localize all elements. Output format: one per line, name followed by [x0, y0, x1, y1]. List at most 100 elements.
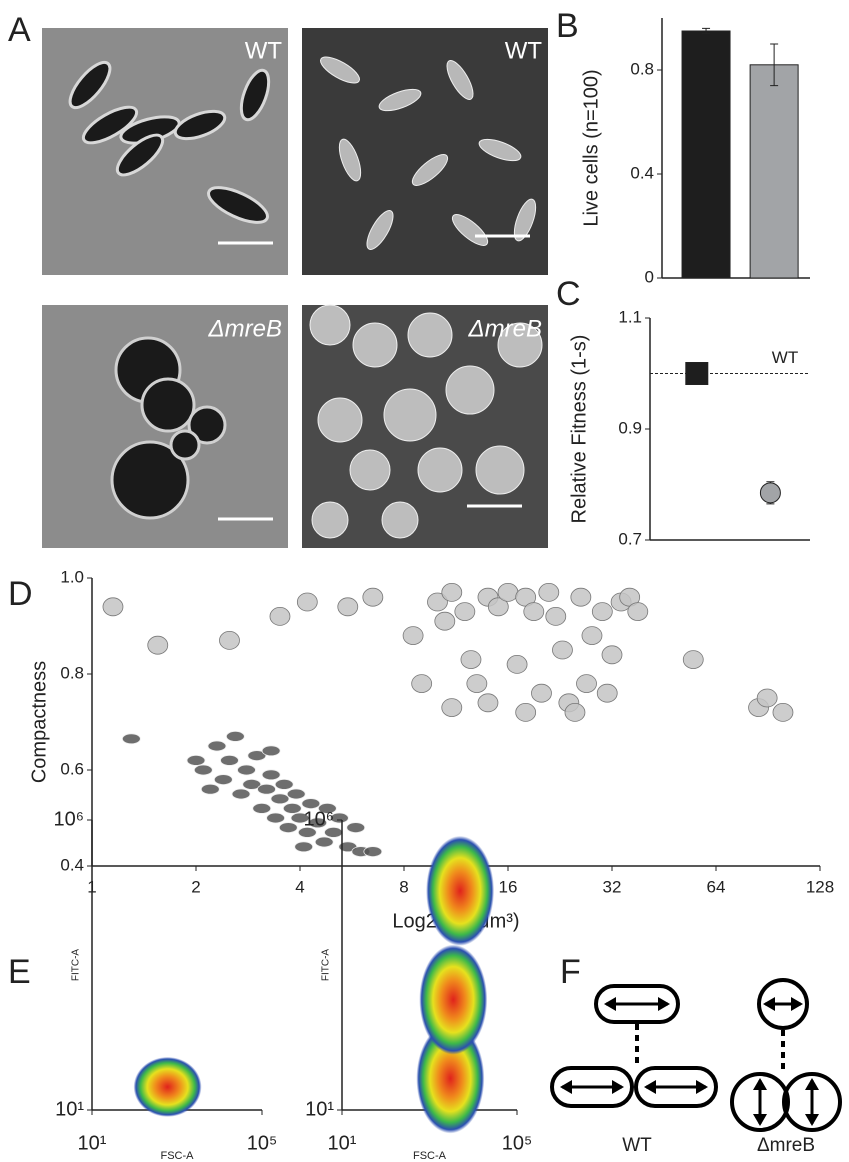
point [242, 779, 262, 790]
point [317, 803, 337, 814]
point [362, 587, 384, 607]
point [591, 602, 613, 621]
y-tick-label: 0 [645, 267, 654, 286]
point [269, 607, 291, 626]
point [219, 631, 240, 650]
point [186, 755, 206, 766]
point [290, 812, 310, 824]
point [213, 774, 233, 785]
y-tick-label: 0.4 [630, 163, 654, 182]
point [441, 698, 463, 717]
point [297, 827, 317, 838]
y-tick-label: 1.1 [618, 307, 642, 326]
point [270, 793, 290, 805]
x-tick-label: 10¹ [78, 1132, 107, 1154]
y-tick-label: 0.8 [60, 663, 84, 682]
error-bar [770, 43, 779, 87]
x-tick-label: 10⁵ [247, 1132, 278, 1154]
point [237, 764, 256, 776]
point [247, 750, 267, 761]
y-tick-label: 0.7 [618, 529, 642, 548]
point [193, 764, 213, 776]
point [402, 626, 424, 645]
point [337, 597, 359, 617]
point [294, 841, 314, 853]
point [231, 788, 251, 800]
point [682, 650, 704, 669]
point [301, 798, 321, 809]
y-tick-label: 0.9 [618, 418, 642, 437]
x-tick-label: 10¹ [328, 1132, 357, 1154]
point [434, 611, 456, 631]
point [308, 817, 328, 829]
point [346, 822, 366, 833]
point [497, 583, 519, 602]
y-axis-label: Compactness [28, 661, 50, 783]
panel-label: F [560, 953, 581, 991]
micrograph-label: ΔmreB [208, 315, 282, 342]
point [286, 788, 306, 800]
error-bar [702, 27, 711, 35]
point [274, 779, 294, 790]
point [627, 602, 649, 621]
point [552, 640, 573, 660]
point [454, 602, 476, 621]
point [759, 482, 781, 504]
point [296, 592, 318, 612]
point [596, 683, 618, 703]
point [545, 607, 567, 626]
bar [749, 64, 799, 279]
y-tick-label: 0.6 [60, 759, 84, 778]
y-tick-label: 10⁶ [54, 808, 84, 830]
y-axis-label: FITC-A [71, 949, 82, 982]
density-cluster [133, 1056, 202, 1117]
point [427, 592, 448, 612]
x-tick-label: 4 [295, 877, 304, 896]
y-tick-label: 10¹ [305, 1098, 334, 1120]
diagram-label: WT [622, 1135, 652, 1156]
point [266, 812, 286, 824]
point [538, 583, 560, 602]
panel-label: D [8, 575, 33, 613]
y-axis-label: FITC-A [321, 949, 332, 982]
bar [681, 30, 731, 279]
density-cluster [419, 944, 488, 1055]
micrograph-label: WT [245, 37, 283, 64]
x-axis-label: FSC-A [161, 1150, 195, 1162]
point [225, 731, 245, 742]
point [102, 597, 124, 617]
point [477, 693, 499, 713]
x-tick-label: 2 [191, 877, 200, 896]
point [147, 635, 169, 655]
point [772, 703, 794, 722]
point [257, 783, 276, 795]
point [278, 822, 298, 833]
panel-label: B [556, 7, 579, 45]
point [581, 626, 603, 645]
point [515, 703, 537, 722]
y-tick-label: 0.8 [630, 59, 654, 78]
point [460, 650, 482, 669]
y-tick-label: 10⁶ [304, 808, 334, 830]
point [506, 655, 528, 674]
point [466, 674, 488, 693]
panel-label: E [8, 953, 31, 991]
y-tick-label: 1.0 [60, 567, 84, 586]
point [252, 803, 272, 814]
y-axis-label: Relative Fitness (1-s) [568, 335, 590, 524]
x-tick-label: 16 [499, 877, 518, 896]
x-tick-label: 32 [603, 877, 622, 896]
point [261, 745, 281, 757]
point [261, 769, 281, 781]
point [207, 740, 227, 752]
x-tick-label: 128 [806, 877, 834, 896]
panel-label: A [8, 11, 31, 49]
x-tick-label: 64 [707, 877, 726, 896]
point [601, 645, 623, 665]
point [363, 846, 383, 857]
density-cluster [416, 1023, 485, 1134]
point [564, 703, 586, 722]
reference-label: WT [772, 348, 798, 367]
panel-label: C [556, 275, 581, 313]
